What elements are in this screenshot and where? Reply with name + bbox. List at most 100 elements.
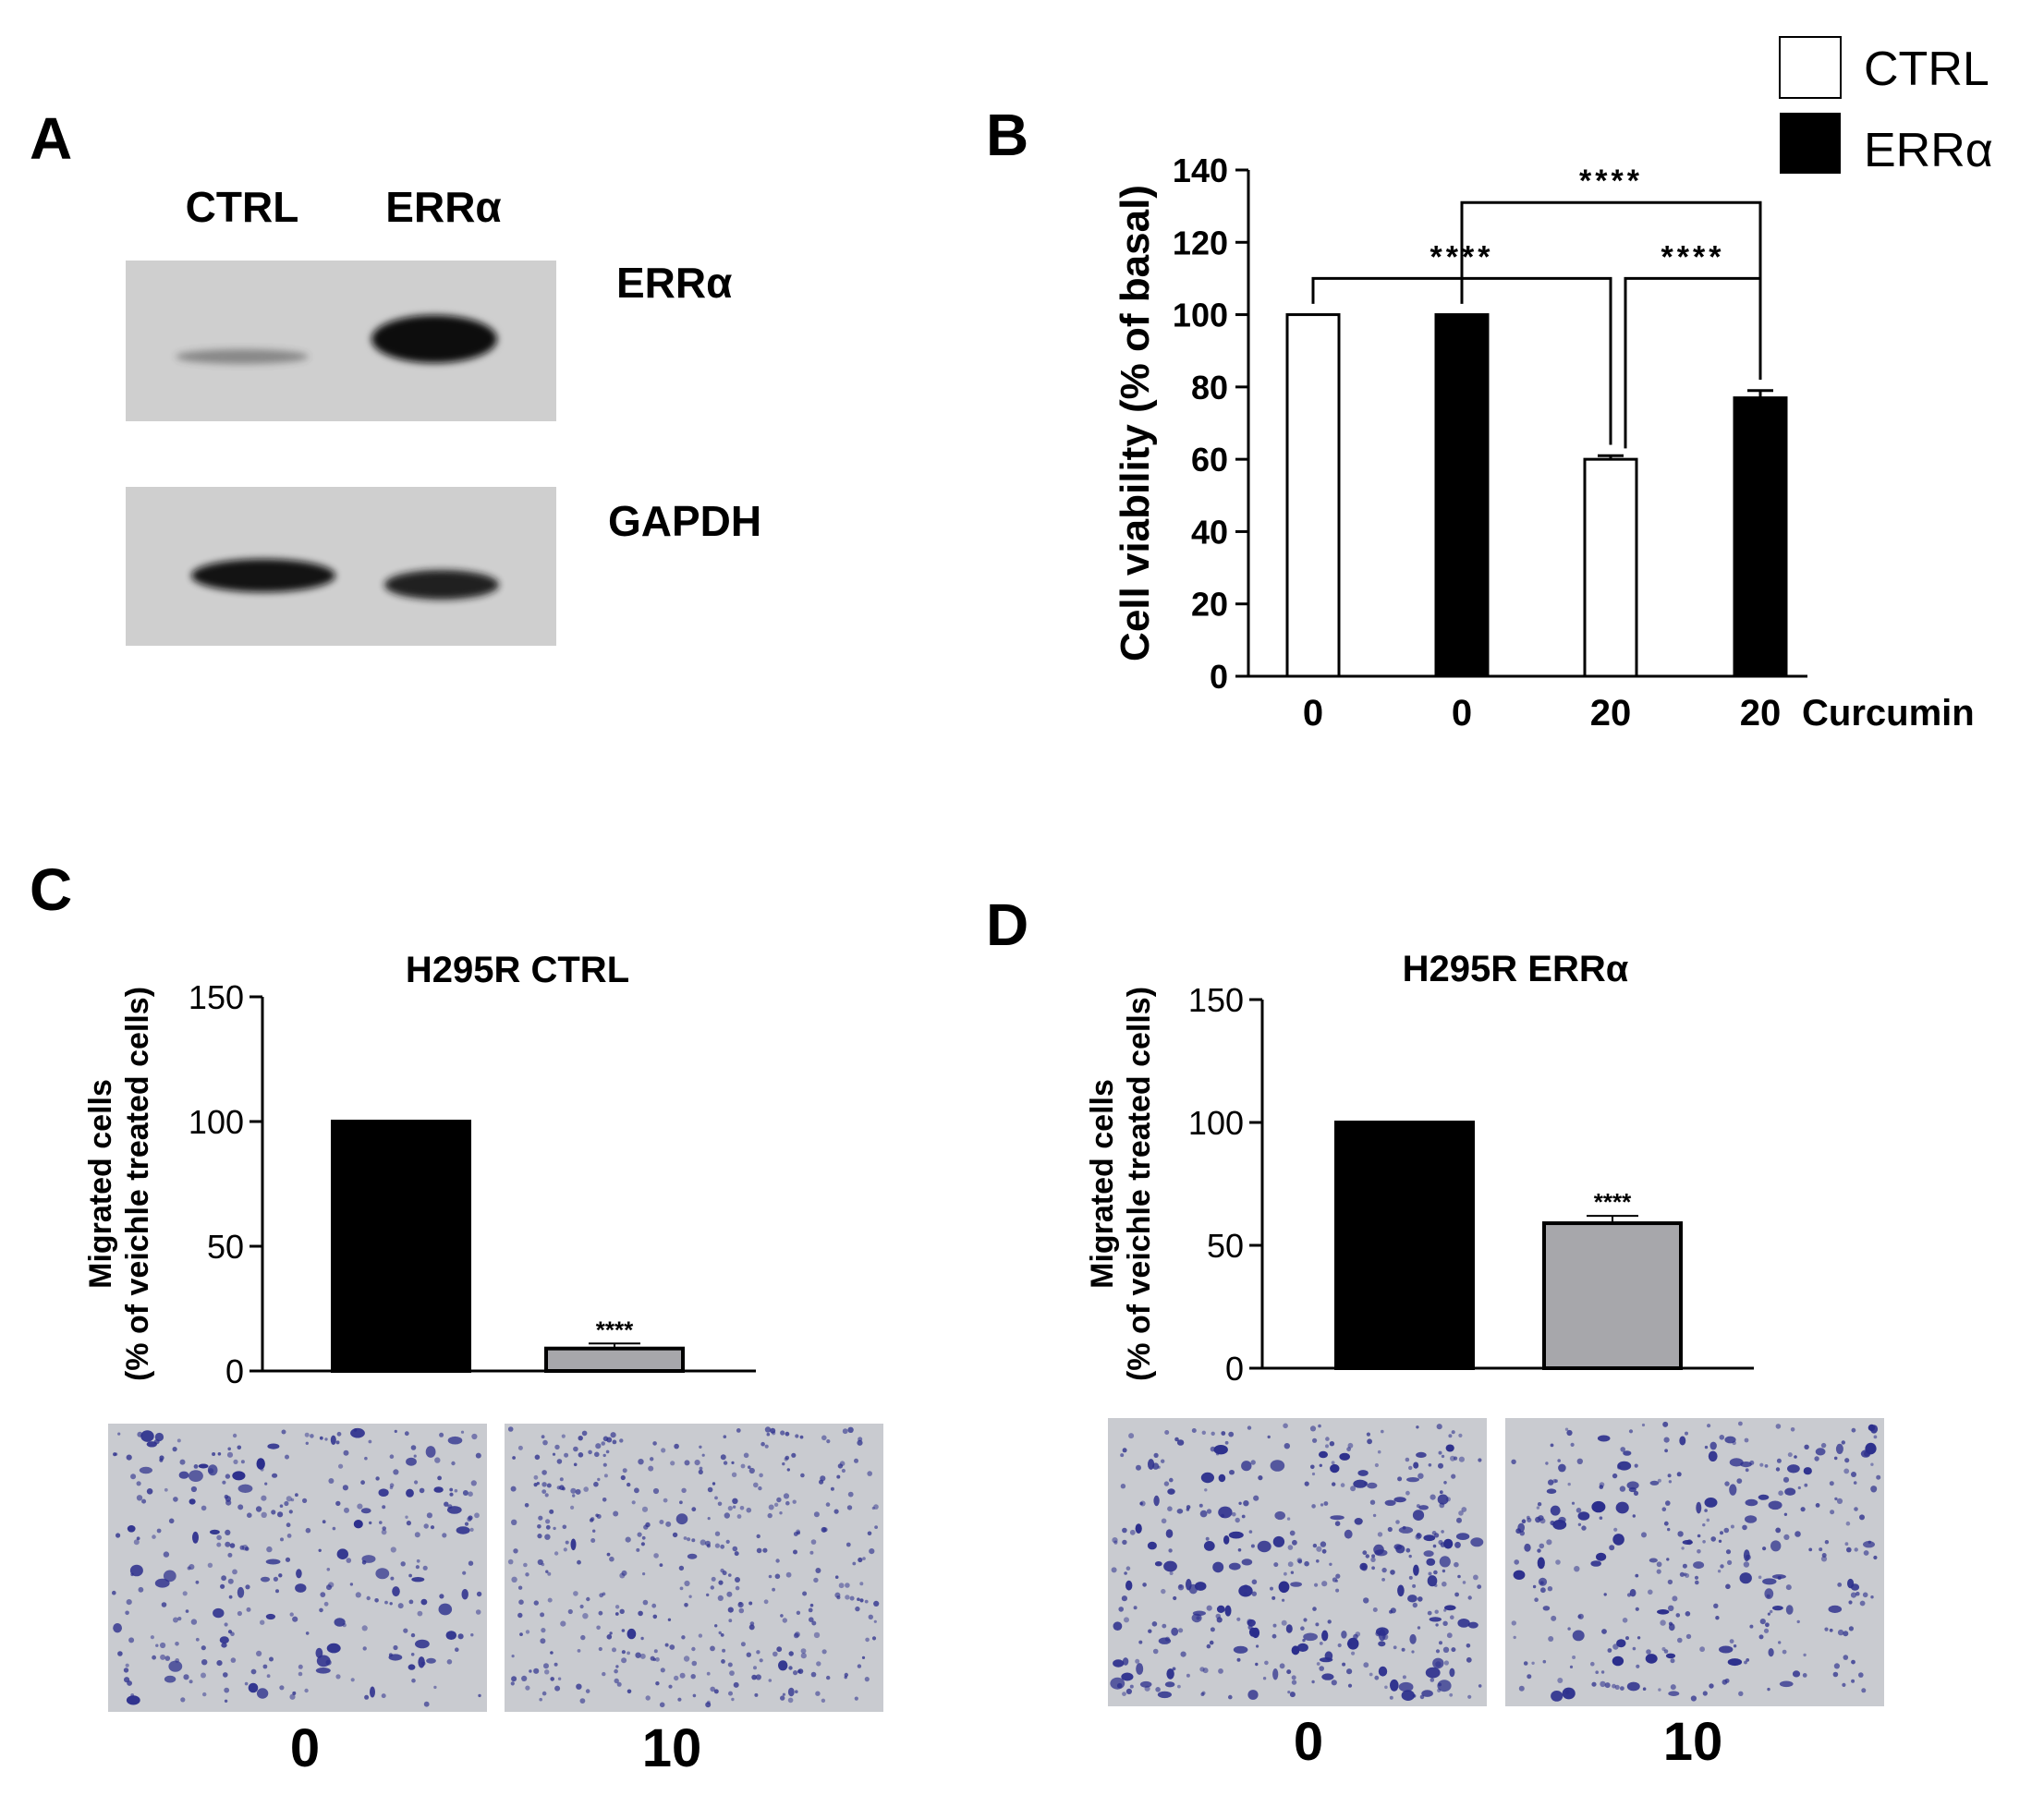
cell-dot (1329, 1441, 1335, 1447)
cell-dot (1634, 1463, 1638, 1468)
cell-dot (559, 1477, 564, 1482)
cell-dot (319, 1607, 323, 1613)
cell-cluster (1596, 1552, 1607, 1561)
cell-dot (1609, 1545, 1615, 1551)
cell-dot (718, 1631, 722, 1635)
cell-cluster (1136, 1663, 1144, 1675)
cell-dot (738, 1607, 745, 1614)
cell-dot (533, 1668, 540, 1674)
cell-dot (511, 1519, 517, 1526)
cell-cluster (1426, 1558, 1436, 1566)
cell-dot (712, 1482, 716, 1486)
cell-dot (669, 1644, 675, 1650)
cell-cluster (360, 1508, 371, 1514)
cell-dot (1713, 1603, 1719, 1609)
significance-label: **** (1661, 239, 1725, 274)
cell-cluster (207, 1464, 218, 1476)
cell-dot (439, 1432, 444, 1437)
cell-dot (1527, 1674, 1532, 1680)
cell-cluster (1409, 1633, 1417, 1644)
cell-dot (1467, 1694, 1472, 1699)
cell-dot (714, 1496, 718, 1500)
cell-dot (756, 1547, 762, 1554)
cell-cluster (1457, 1619, 1470, 1628)
cell-dot (1718, 1539, 1722, 1544)
cell-dot (857, 1597, 860, 1601)
cell-dot (1450, 1455, 1455, 1461)
cell-dot (375, 1476, 380, 1481)
cell-dot (1581, 1525, 1587, 1531)
cell-dot (1790, 1427, 1795, 1432)
y-tick-label: 100 (1188, 1104, 1244, 1142)
cell-dot (1381, 1578, 1385, 1582)
cell-dot (262, 1664, 268, 1669)
cell-dot (216, 1660, 223, 1667)
cell-dot (1478, 1458, 1482, 1462)
significance-label: **** (596, 1316, 634, 1343)
cell-dot (748, 1601, 753, 1606)
cell-dot (1381, 1567, 1387, 1573)
cell-dot (793, 1549, 797, 1555)
cell-dot (221, 1575, 227, 1582)
micrographs (108, 1418, 1884, 1712)
cell-dot (1844, 1458, 1850, 1463)
cell-dot (1873, 1435, 1878, 1439)
cell-dot (298, 1671, 303, 1677)
cell-cluster (1354, 1518, 1363, 1525)
cell-dot (1832, 1671, 1839, 1678)
y-tick-label: 150 (1188, 981, 1244, 1019)
x-tick-label: 0 (1303, 693, 1323, 734)
cell-dot (1374, 1462, 1379, 1468)
cell-dot (279, 1685, 285, 1691)
cell-dot (1725, 1549, 1732, 1555)
cell-dot (614, 1605, 620, 1609)
cell-dot (1808, 1547, 1813, 1552)
cell-dot (846, 1542, 851, 1547)
cell-dot (124, 1677, 130, 1683)
cell-dot (1228, 1431, 1235, 1437)
cell-cluster (1353, 1479, 1368, 1488)
cell-dot (868, 1614, 873, 1620)
cell-dot (776, 1646, 783, 1653)
cell-dot (665, 1521, 672, 1527)
cell-cluster (1443, 1538, 1454, 1549)
cell-dot (1467, 1595, 1472, 1600)
cell-dot (679, 1586, 684, 1591)
cell-dot (1377, 1449, 1381, 1454)
cell-dot (554, 1551, 559, 1556)
cell-cluster (1429, 1617, 1442, 1622)
cell-dot (802, 1591, 808, 1596)
cell-dot (538, 1515, 543, 1521)
cell-dot (529, 1669, 532, 1673)
cell-dot (507, 1426, 514, 1432)
cell-dot (717, 1501, 723, 1507)
cell-dot (1632, 1646, 1636, 1651)
cell-dot (1311, 1472, 1316, 1476)
cell-cluster (456, 1526, 470, 1534)
cell-dot (620, 1474, 626, 1481)
cell-dot (1113, 1540, 1118, 1545)
cell-dot (1635, 1607, 1639, 1611)
cell-dot (1854, 1507, 1858, 1511)
cell-dot (1178, 1584, 1183, 1588)
cell-dot (785, 1500, 790, 1506)
cell-dot (1458, 1433, 1463, 1437)
cell-dot (405, 1515, 408, 1519)
cell-dot (871, 1636, 877, 1641)
cell-cluster (1412, 1510, 1425, 1521)
cell-dot (1232, 1511, 1236, 1517)
cell-dot (1851, 1427, 1856, 1433)
cell-cluster (1291, 1645, 1300, 1656)
cell-dot (1363, 1597, 1369, 1604)
cell-dot (346, 1558, 352, 1563)
cell-dot (1851, 1659, 1855, 1665)
cell-dot (1660, 1619, 1666, 1626)
cell-dot (1662, 1421, 1669, 1427)
cell-dot (578, 1452, 584, 1458)
cell-dot (1121, 1595, 1127, 1602)
cell-cluster (1423, 1534, 1436, 1542)
cell-dot (1155, 1687, 1161, 1692)
cell-dot (133, 1539, 140, 1546)
blot-lane-label-ctrl: CTRL (186, 183, 299, 231)
cell-dot (728, 1573, 732, 1577)
